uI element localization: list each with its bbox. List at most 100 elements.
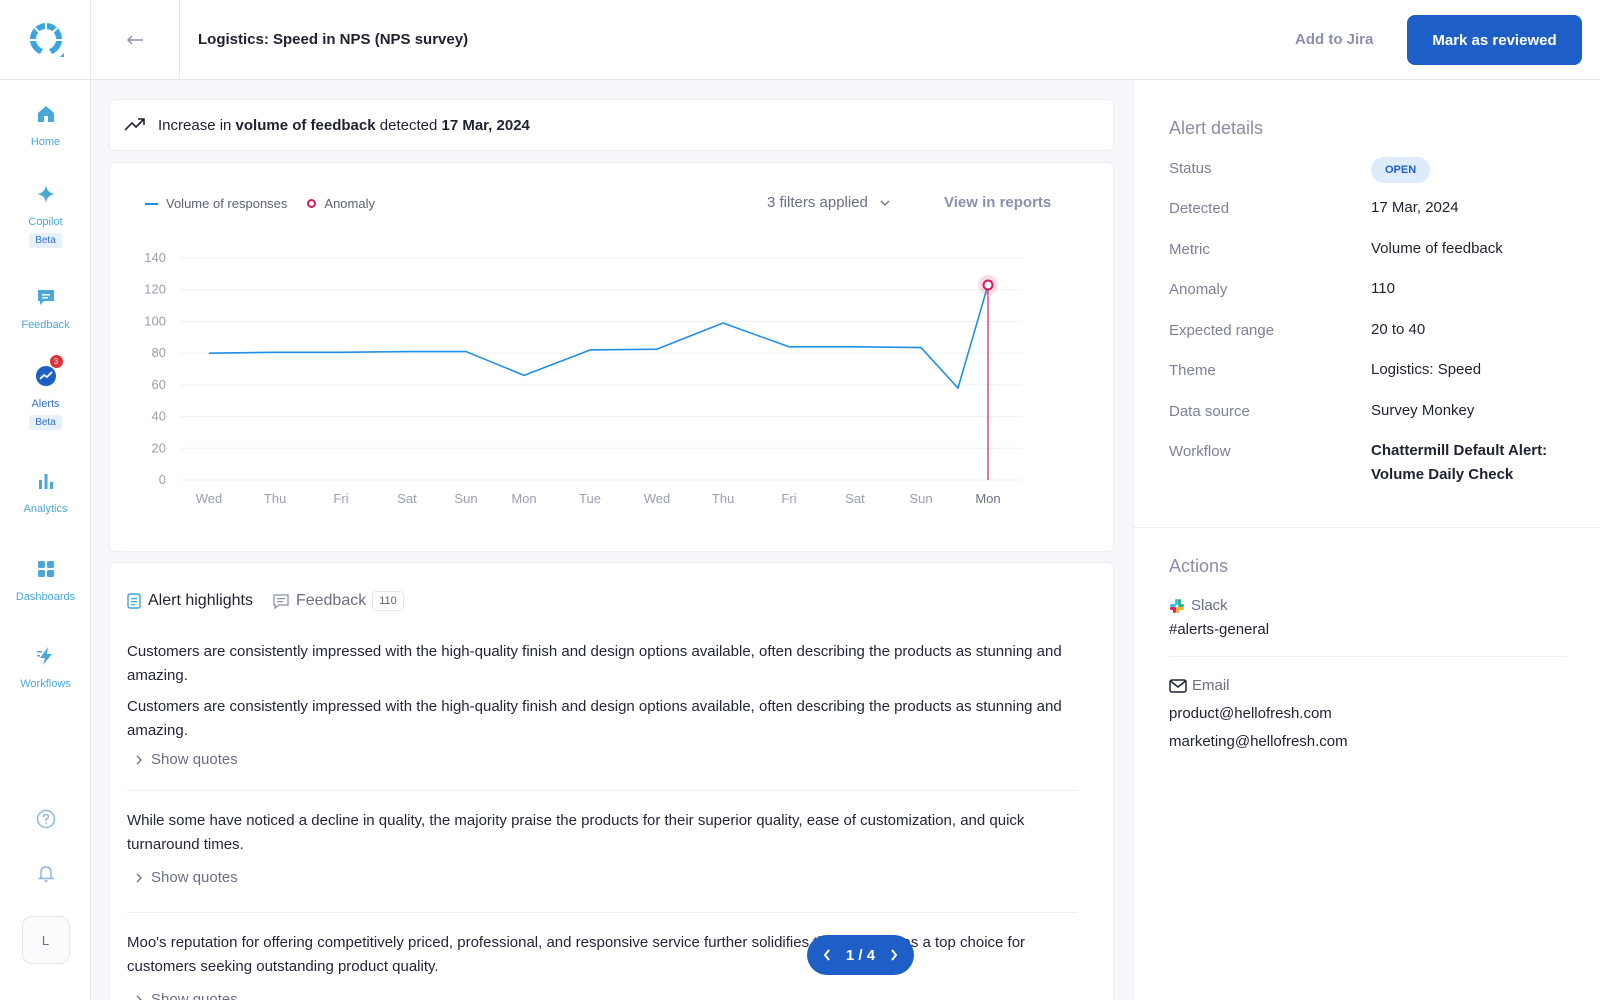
workflow-line-2: Volume Daily Check: [1371, 465, 1514, 483]
sidebar-item-workflows[interactable]: Workflows: [0, 644, 91, 690]
show-quotes-label: Show quotes: [151, 869, 238, 886]
mark-as-reviewed-button[interactable]: Mark as reviewed: [1407, 15, 1582, 65]
sidebar-item-copilot[interactable]: Copilot Beta: [0, 182, 91, 248]
alerts-icon: 3: [34, 354, 64, 388]
detection-prefix: Increase in: [158, 116, 232, 134]
sidebar-item-feedback[interactable]: Feedback: [0, 285, 91, 331]
y-tick-label: 120: [144, 282, 166, 297]
sidebar-item-label: Feedback: [21, 319, 70, 331]
divider: [1169, 656, 1567, 657]
show-quotes-label: Show quotes: [151, 751, 238, 768]
page-title: Logistics: Speed in NPS (NPS survey): [198, 31, 469, 48]
x-tick-label: Fri: [333, 491, 348, 506]
sidebar-item-label: Copilot: [28, 216, 63, 228]
theme-value: Logistics: Speed: [1371, 361, 1482, 378]
help-icon: [36, 809, 55, 829]
sparkle-icon: [34, 182, 58, 206]
x-tick-label: Mon: [511, 491, 536, 506]
notifications-button[interactable]: [0, 863, 91, 883]
y-tick-label: 40: [152, 409, 166, 424]
x-tick-label: Thu: [264, 491, 286, 506]
show-quotes-button[interactable]: Show quotes: [135, 991, 1077, 1000]
workflow-line-1: Chattermill Default Alert:: [1371, 442, 1548, 459]
tab-label: Feedback: [295, 592, 367, 609]
lightning-icon: [34, 644, 58, 668]
alerts-count-badge: 3: [48, 354, 64, 369]
highlight-text: While some have noticed a decline in qua…: [127, 812, 1025, 853]
slack-icon: [1170, 598, 1184, 613]
slack-channel: #alerts-general: [1169, 621, 1270, 638]
sidebar-item-label: Home: [30, 136, 61, 148]
x-tick-label: Sat: [397, 491, 417, 506]
legend-anomaly-label: Anomaly: [324, 196, 375, 211]
x-tick-label: Wed: [196, 491, 223, 506]
x-tick-label: Sun: [454, 491, 477, 506]
highlight-text: Customers are consistently impressed wit…: [127, 643, 1062, 684]
email-address: product@hellofresh.com: [1169, 705, 1332, 722]
data-source-label: Data source: [1169, 403, 1250, 420]
status-label: Status: [1169, 160, 1212, 177]
workflow-label: Workflow: [1169, 443, 1231, 460]
show-quotes-label: Show quotes: [151, 991, 238, 1000]
trend-up-icon: [124, 118, 145, 131]
filters-dropdown[interactable]: 3 filters applied: [767, 194, 890, 211]
home-icon: [34, 102, 58, 126]
expected-range-label: Expected range: [1169, 322, 1275, 339]
alert-details-title: Alert details: [1169, 118, 1264, 138]
y-tick-label: 60: [152, 377, 166, 392]
y-tick-label: 140: [144, 250, 166, 265]
tab-label: Alert highlights: [148, 592, 253, 609]
show-quotes-button[interactable]: Show quotes: [135, 869, 1077, 886]
sidebar-item-alerts[interactable]: 3 Alerts Beta: [0, 354, 91, 430]
detection-middle: detected: [379, 116, 438, 134]
workflow-value[interactable]: Chattermill Default Alert: Volume Daily …: [1371, 439, 1547, 486]
highlight-text: Customers are consistently impressed wit…: [127, 698, 1062, 739]
chevron-down-icon: [880, 200, 890, 206]
tab-feedback[interactable]: Feedback 110: [273, 591, 404, 611]
highlight-item: Customers are consistently impressed wit…: [127, 640, 1077, 768]
email-address: marketing@hellofresh.com: [1169, 733, 1348, 750]
chevron-right-icon: [136, 755, 142, 764]
view-in-reports-link[interactable]: View in reports: [944, 194, 1052, 211]
highlight-item: Moo's reputation for offering competitiv…: [127, 931, 1077, 1000]
highlights-tabs: Alert highlights Feedback 110: [127, 591, 404, 611]
slack-label: Slack: [1191, 597, 1228, 614]
sidebar-item-analytics[interactable]: Analytics: [0, 469, 91, 515]
show-quotes-button[interactable]: Show quotes: [135, 751, 1077, 768]
volume-line-chart: 0 20 40 60 80 100 120 140 Wed Thu Fri Sat Sun Mon Tue W…: [144, 250, 1022, 506]
legend-volume-label: Volume of responses: [166, 196, 288, 211]
slack-action-header: Slack: [1169, 597, 1228, 614]
series-line: [208, 284, 989, 389]
legend-line-swatch: [145, 202, 158, 205]
detection-banner: Increase in volume of feedback detected …: [109, 99, 1114, 151]
avatar[interactable]: L: [21, 916, 70, 964]
pager-prev-button[interactable]: [823, 949, 831, 961]
detected-value: 17 Mar, 2024: [1371, 199, 1459, 216]
add-to-jira-button[interactable]: Add to Jira: [1295, 31, 1374, 48]
y-tick-label: 80: [152, 345, 166, 360]
highlight-pager: 1 / 4: [807, 935, 914, 975]
sidebar-item-dashboards[interactable]: Dashboards: [0, 557, 91, 603]
pager-label: 1 / 4: [845, 946, 876, 964]
x-tick-label: Tue: [579, 491, 601, 506]
pager-next-button[interactable]: [890, 949, 898, 961]
back-button[interactable]: [91, 0, 180, 79]
divider: [1134, 527, 1600, 528]
email-label: Email: [1192, 677, 1230, 694]
help-button[interactable]: [0, 809, 91, 829]
tab-alert-highlights[interactable]: Alert highlights: [127, 592, 253, 610]
legend-anomaly-swatch: [307, 199, 317, 208]
bell-icon: [37, 866, 54, 882]
page-header: Logistics: Speed in NPS (NPS survey) Add…: [91, 0, 1600, 80]
y-tick-label: 0: [159, 472, 166, 487]
logo[interactable]: [0, 0, 91, 80]
sidebar-item-home[interactable]: Home: [0, 102, 91, 148]
anomaly-point: [982, 279, 994, 291]
x-tick-label: Fri: [781, 491, 796, 506]
divider: [127, 790, 1078, 791]
chevron-right-icon: [136, 873, 142, 882]
theme-label: Theme: [1169, 362, 1216, 379]
alert-details-panel: Alert details Status OPEN Detected 17 Ma…: [1133, 80, 1600, 1000]
grid-icon: [34, 557, 58, 581]
status-badge: OPEN: [1371, 157, 1431, 183]
